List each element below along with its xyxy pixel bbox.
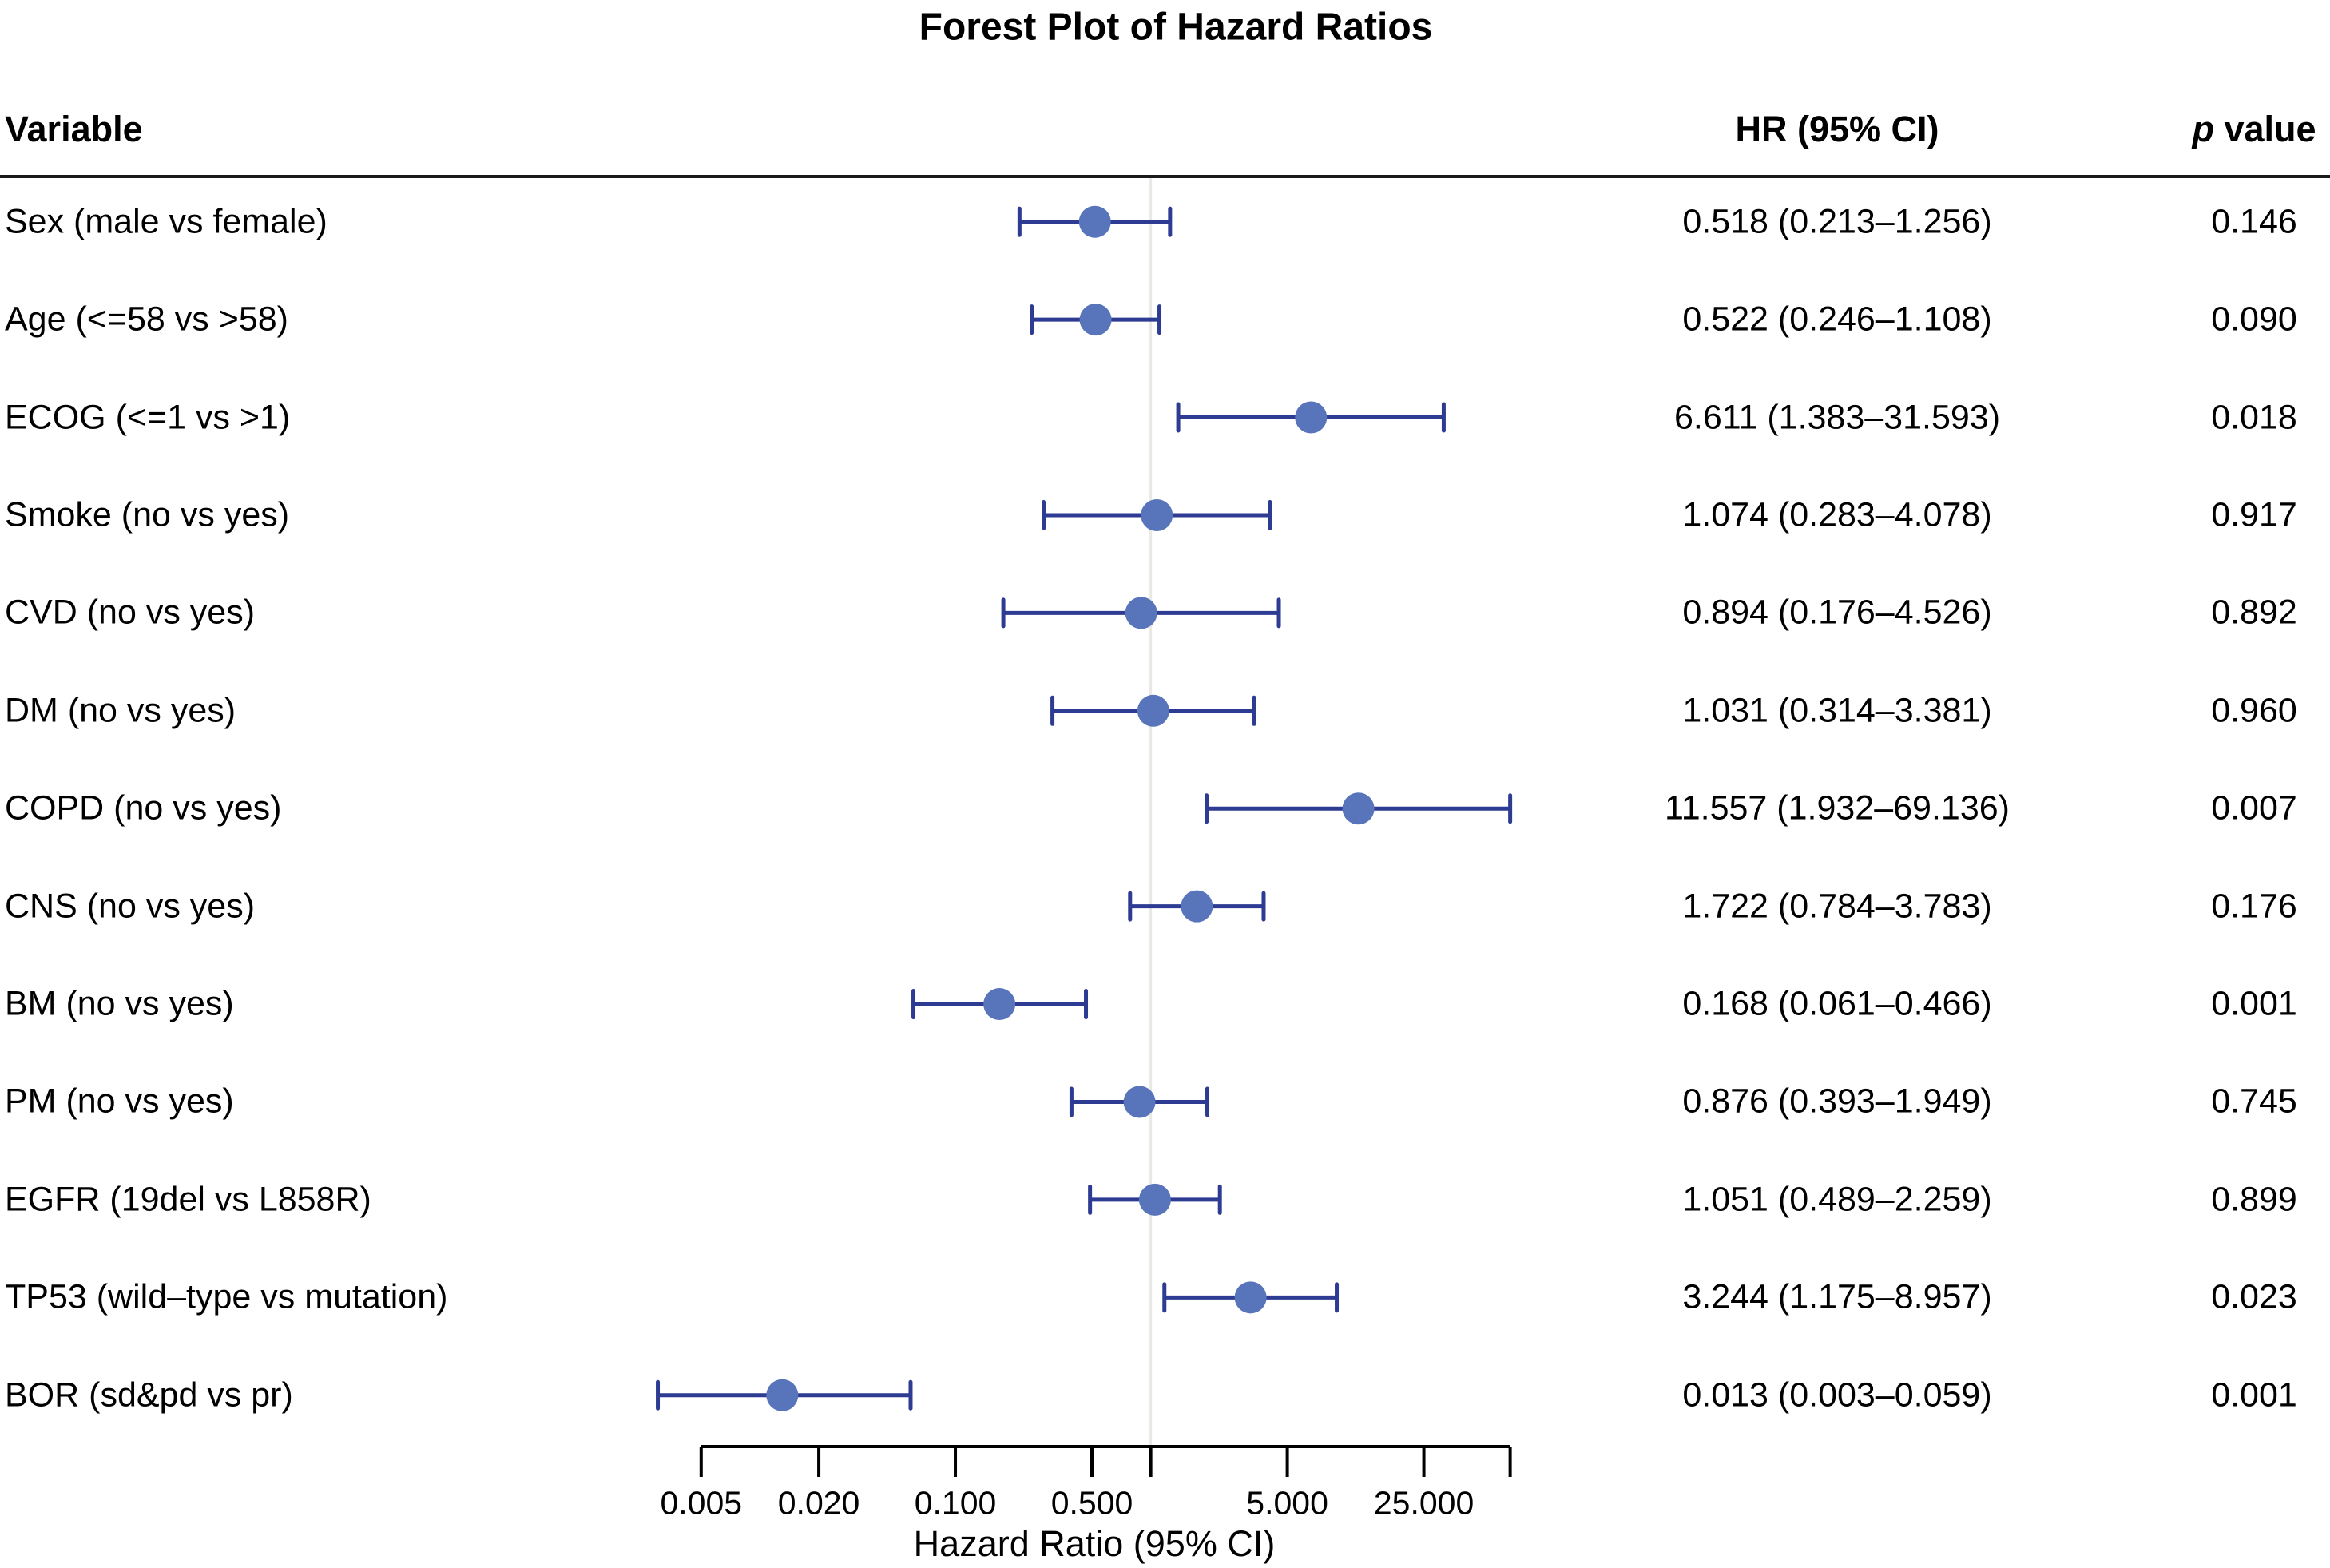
hr-point xyxy=(1123,1086,1156,1118)
hr-point xyxy=(1079,304,1112,336)
x-tick-label: 25.000 xyxy=(1373,1484,1475,1522)
x-tick-label: 0.500 xyxy=(1050,1484,1133,1522)
hr-point xyxy=(1295,401,1328,434)
row-label: DM (no vs yes) xyxy=(5,691,236,730)
row-p-value: 0.146 xyxy=(2211,202,2297,241)
row-p-value: 0.018 xyxy=(2211,398,2297,437)
row-hr-value: 11.557 (1.932–69.136) xyxy=(1665,788,2010,828)
row-hr-value: 6.611 (1.383–31.593) xyxy=(1673,398,2001,437)
row-label: Smoke (no vs yes) xyxy=(5,495,290,534)
row-label: BM (no vs yes) xyxy=(5,984,234,1023)
hr-point xyxy=(1141,498,1173,531)
row-hr-value: 1.074 (0.283–4.078) xyxy=(1682,495,1992,534)
row-hr-value: 3.244 (1.175–8.957) xyxy=(1682,1277,1992,1316)
row-label: EGFR (19del vs L858R) xyxy=(5,1180,371,1219)
hr-point xyxy=(1342,792,1375,825)
row-hr-value: 0.518 (0.213–1.256) xyxy=(1682,202,1992,241)
column-header-pvalue: p value xyxy=(2192,109,2316,150)
row-hr-value: 0.522 (0.246–1.108) xyxy=(1682,300,1992,339)
header-rule xyxy=(0,175,2330,178)
hr-point xyxy=(1234,1281,1267,1314)
hr-point xyxy=(983,988,1016,1021)
row-p-value: 0.745 xyxy=(2211,1082,2297,1121)
row-label: PM (no vs yes) xyxy=(5,1082,234,1121)
x-tick-label: 0.005 xyxy=(660,1484,743,1522)
hr-point xyxy=(1138,1183,1171,1216)
row-label: Age (<=58 vs >58) xyxy=(5,300,288,339)
hr-point xyxy=(1125,597,1157,629)
chart-title: Forest Plot of Hazard Ratios xyxy=(919,6,1433,49)
row-hr-value: 0.894 (0.176–4.526) xyxy=(1682,593,1992,632)
row-label: Sex (male vs female) xyxy=(5,202,327,241)
pvalue-italic-p: p xyxy=(2192,109,2214,149)
hr-point xyxy=(1137,694,1169,727)
row-p-value: 0.892 xyxy=(2211,593,2297,632)
row-p-value: 0.917 xyxy=(2211,495,2297,534)
row-p-value: 0.899 xyxy=(2211,1180,2297,1219)
row-label: BOR (sd&pd vs pr) xyxy=(5,1375,293,1415)
row-label: CVD (no vs yes) xyxy=(5,593,256,632)
row-p-value: 0.001 xyxy=(2211,1375,2297,1415)
row-label: COPD (no vs yes) xyxy=(5,788,282,828)
row-label: CNS (no vs yes) xyxy=(5,887,256,926)
hr-point xyxy=(766,1379,799,1411)
row-p-value: 0.960 xyxy=(2211,691,2297,730)
x-tick-label: 5.000 xyxy=(1246,1484,1328,1522)
row-label: TP53 (wild–type vs mutation) xyxy=(5,1277,448,1316)
row-p-value: 0.001 xyxy=(2211,984,2297,1023)
row-hr-value: 0.013 (0.003–0.059) xyxy=(1682,1375,1992,1415)
row-hr-value: 1.051 (0.489–2.259) xyxy=(1682,1180,1992,1219)
row-p-value: 0.007 xyxy=(2211,788,2297,828)
row-p-value: 0.090 xyxy=(2211,300,2297,339)
row-hr-value: 0.168 (0.061–0.466) xyxy=(1682,984,1992,1023)
x-axis-title: Hazard Ratio (95% CI) xyxy=(913,1523,1276,1564)
column-header-hr: HR (95% CI) xyxy=(1735,109,1939,149)
hr-point xyxy=(1181,890,1213,923)
row-p-value: 0.176 xyxy=(2211,887,2297,926)
row-hr-value: 1.031 (0.314–3.381) xyxy=(1682,691,1992,730)
hr-point xyxy=(1078,205,1111,238)
pvalue-rest: value xyxy=(2213,109,2316,149)
row-label: ECOG (<=1 vs >1) xyxy=(5,398,291,437)
column-header-variable: Variable xyxy=(5,109,143,149)
row-hr-value: 0.876 (0.393–1.949) xyxy=(1682,1082,1992,1121)
row-hr-value: 1.722 (0.784–3.783) xyxy=(1682,887,1992,926)
x-tick-label: 0.020 xyxy=(777,1484,860,1522)
x-tick-label: 0.100 xyxy=(914,1484,997,1522)
row-p-value: 0.023 xyxy=(2211,1277,2297,1316)
